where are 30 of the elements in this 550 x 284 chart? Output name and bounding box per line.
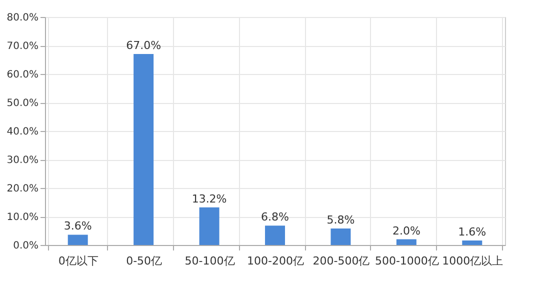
x-tick-label: 0亿以下: [58, 254, 98, 268]
y-tick-label: 70.0%: [6, 41, 38, 52]
y-tick-label: 0.0%: [13, 240, 38, 252]
y-tick-label: 30.0%: [6, 155, 38, 166]
y-tick-label: 60.0%: [6, 70, 38, 80]
data-label: 6.8%: [261, 210, 289, 224]
data-label: 1.6%: [458, 225, 486, 238]
bar: [134, 54, 154, 245]
data-label: 3.6%: [64, 220, 92, 233]
bar: [68, 234, 88, 245]
x-tick-label: 50-100亿: [184, 254, 235, 268]
bar: [265, 226, 285, 245]
bar: [462, 240, 482, 245]
y-tick-label: 20.0%: [6, 184, 38, 194]
x-tick-label: 200-500亿: [312, 254, 370, 268]
y-tick-label: 80.0%: [6, 12, 38, 24]
x-tick-label: 100-200亿: [247, 254, 304, 268]
bar: [199, 207, 220, 245]
x-tick-label: 0-50亿: [126, 254, 162, 268]
x-tick-label: 500-1000亿: [374, 254, 439, 268]
y-tick-label: 40.0%: [6, 126, 38, 138]
data-label: 5.8%: [326, 213, 355, 226]
y-tick-label: 10.0%: [6, 212, 38, 223]
bar: [330, 228, 351, 245]
data-label: 13.2%: [192, 192, 227, 206]
data-label: 2.0%: [392, 224, 420, 238]
data-label: 67.0%: [126, 39, 162, 52]
bar: [396, 239, 416, 245]
y-tick-label: 50.0%: [6, 98, 38, 109]
x-tick-label: 1000亿以上: [442, 254, 504, 268]
